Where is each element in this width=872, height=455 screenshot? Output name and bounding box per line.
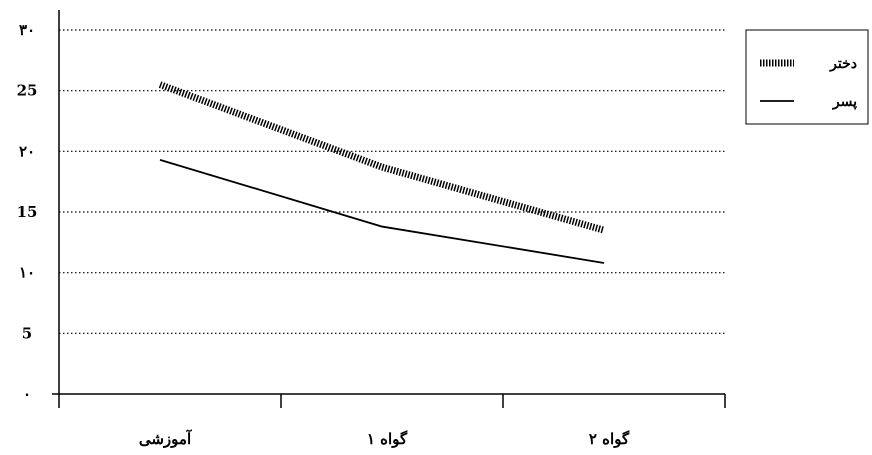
series-line-dokhtar: [160, 85, 604, 231]
y-tick-label: 15: [17, 203, 38, 221]
x-category-label: گواه ۱: [367, 430, 408, 448]
y-tick-label: ۰: [23, 385, 31, 403]
x-category-labels: آموزشی گواه ۱ گواه ۲: [139, 429, 630, 448]
y-tick-labels: ۰ 5 ۱۰ 15 ۲۰ 25 ۳۰: [17, 21, 38, 403]
y-tick-label: ۳۰: [19, 21, 35, 39]
axes: [52, 10, 725, 394]
series-lines: [160, 85, 604, 263]
legend: دختر پسر: [746, 30, 868, 124]
y-tick-label: 25: [17, 82, 38, 100]
legend-label-dokhtar: دختر: [829, 56, 857, 72]
x-tick-marks: [59, 394, 725, 408]
legend-label-pesar: پسر: [832, 94, 857, 110]
y-tick-label: ۲۰: [19, 142, 35, 160]
x-category-label: گواه ۲: [589, 430, 630, 448]
series-line-pesar: [160, 160, 604, 263]
x-category-label: آموزشی: [139, 429, 193, 448]
y-tick-label: 5: [22, 324, 32, 342]
gridlines: [59, 30, 725, 333]
y-tick-label: ۱۰: [19, 264, 35, 282]
